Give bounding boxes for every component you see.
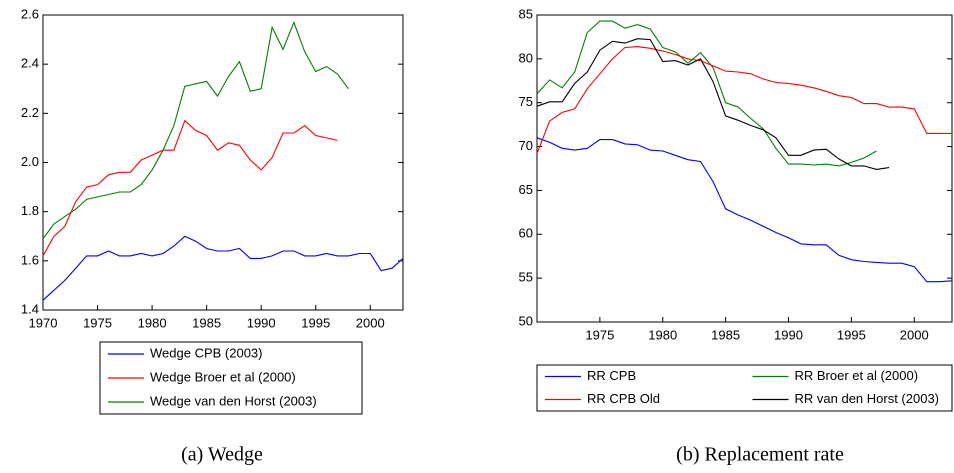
x-tick-label: 1975 [585,327,614,342]
x-tick-label: 1990 [774,327,803,342]
y-tick-label: 70 [519,138,533,153]
y-tick-label: 1.8 [21,203,39,218]
y-tick-label: 75 [519,94,533,109]
x-tick-label: 2000 [900,327,929,342]
x-tick-label: 2000 [356,315,385,330]
y-tick-label: 1.4 [21,301,39,316]
series-line [536,46,952,154]
legend-box [536,364,953,412]
x-tick-label: 1975 [83,315,112,330]
y-tick-label: 50 [519,313,533,328]
x-tick-label: 1985 [711,327,740,342]
y-tick-label: 60 [519,226,533,241]
y-tick-label: 2.2 [21,105,39,120]
y-tick-label: 2.0 [21,154,39,169]
caption: (a) Wedge [181,444,263,466]
x-tick-label: 1970 [29,315,58,330]
series-line [536,20,877,167]
y-tick-label: 65 [519,182,533,197]
series-line [42,119,338,257]
y-tick-label: 2.4 [21,56,39,71]
x-tick-label: 1990 [247,315,276,330]
y-tick-label: 80 [519,50,533,65]
x-tick-label: 1985 [192,315,221,330]
series-line [42,235,404,301]
plot-frame [42,14,404,311]
legend-label: RR CPB Old [587,391,660,406]
legend-label: Wedge van den Horst (2003) [150,393,317,408]
legend-label: RR Broer et al (2000) [795,368,919,383]
caption: (b) Replacement rate [676,444,844,466]
legend-label: Wedge Broer et al (2000) [150,369,296,384]
plot-frame [536,14,953,323]
x-tick-label: 1995 [301,315,330,330]
legend-label: Wedge CPB (2003) [150,345,263,360]
series-line [536,38,890,170]
legend-label: RR CPB [587,368,636,383]
series-line [536,137,953,283]
y-tick-label: 85 [519,6,533,21]
x-tick-label: 1995 [837,327,866,342]
y-tick-label: 55 [519,270,533,285]
y-tick-label: 1.6 [21,252,39,267]
y-tick-label: 2.6 [21,6,39,21]
x-tick-label: 1980 [648,327,677,342]
legend-label: RR van den Horst (2003) [795,391,940,406]
series-line [42,20,349,240]
x-tick-label: 1980 [138,315,167,330]
